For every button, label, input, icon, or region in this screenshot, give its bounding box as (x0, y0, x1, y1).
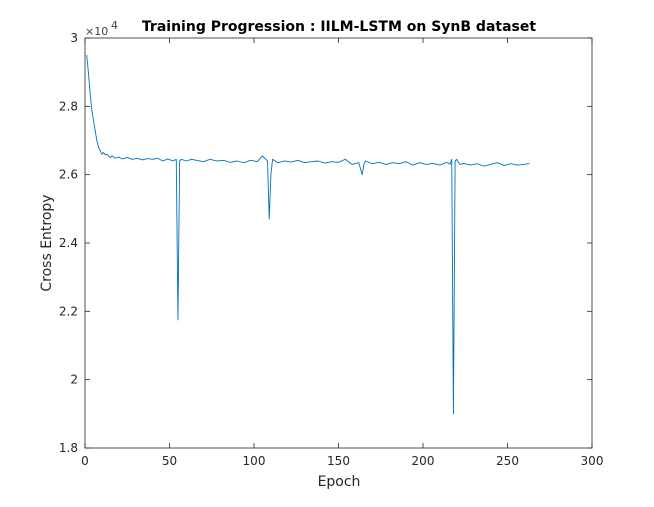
y-tick-label: 1.8 (59, 441, 78, 455)
y-tick-label: 2.4 (59, 236, 78, 250)
y-tick-label: 2.8 (59, 99, 78, 113)
series-group (86, 55, 530, 415)
y-tick-label: 2 (70, 373, 78, 387)
y-axis-exponent-base: ×10 (85, 25, 108, 38)
x-axis-label: Epoch (318, 474, 361, 490)
axes-box (84, 37, 593, 449)
y-tick-label: 3 (70, 31, 78, 45)
chart-title: Training Progression : IILM-LSTM on SynB… (142, 19, 536, 35)
y-axis-ticks: 1.8 2 2.2 2.4 2.6 2.8 3 (59, 31, 592, 455)
x-tick-label: 300 (581, 454, 604, 468)
x-tick-label: 250 (496, 454, 519, 468)
x-tick-label: 200 (412, 454, 435, 468)
x-tick-label: 100 (243, 454, 266, 468)
x-tick-label: 150 (327, 454, 350, 468)
series-line (86, 55, 530, 415)
y-axis-exponent-power: 4 (111, 19, 118, 32)
y-tick-label: 2.2 (59, 304, 78, 318)
y-axis-label: Cross Entropy (39, 194, 55, 291)
y-tick-label: 2.6 (59, 168, 78, 182)
x-tick-label: 50 (162, 454, 177, 468)
x-axis-ticks: 0 50 100 150 200 250 300 (81, 38, 603, 468)
plot-area (84, 37, 593, 449)
x-tick-label: 0 (81, 454, 89, 468)
